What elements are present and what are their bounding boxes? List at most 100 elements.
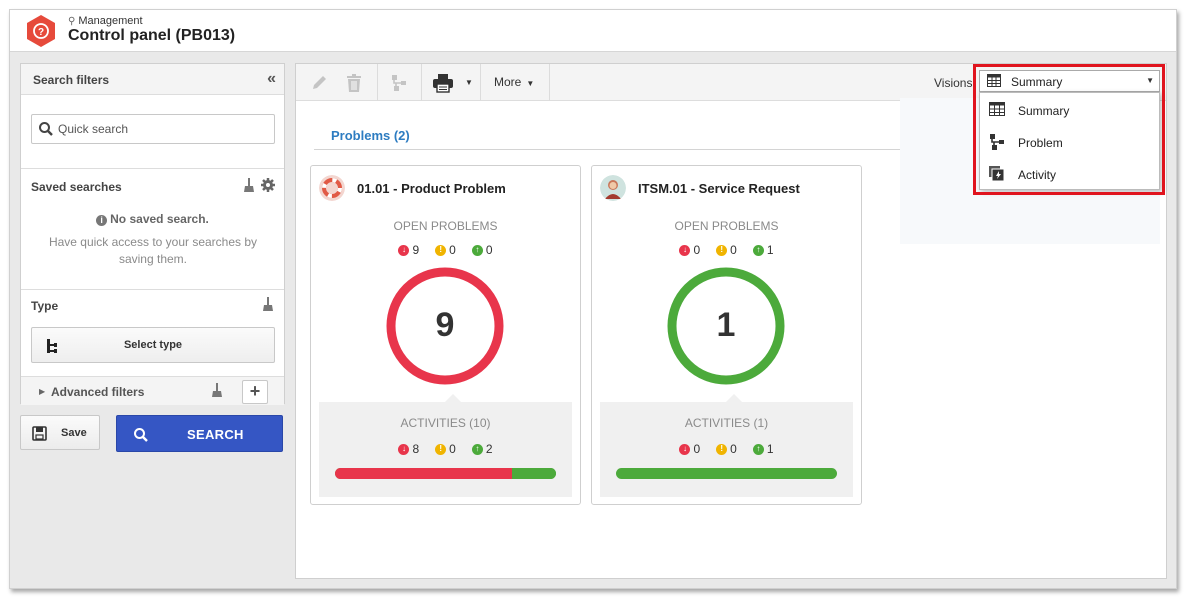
activities-box: ACTIVITIES (1) ↓ 0 ! 0 ↑ 1	[600, 394, 853, 497]
save-label: Save	[61, 427, 87, 439]
broom-icon[interactable]	[262, 296, 274, 312]
menu-item-activity[interactable]: Activity	[980, 158, 1159, 190]
select-type-label: Select type	[123, 339, 183, 351]
ontime-segment	[511, 468, 556, 479]
arrow-down-icon: ↓	[679, 244, 691, 256]
advanced-filters-label: Advanced filters	[51, 385, 145, 399]
edit-button[interactable]	[302, 64, 336, 101]
svg-text:?: ?	[38, 27, 44, 38]
select-type-button[interactable]: Select type	[31, 327, 275, 363]
printer-icon	[433, 73, 453, 93]
activities-box: ACTIVITIES (10) ↓ 8 ! 0 ↑ 2	[319, 394, 572, 497]
warning-count-value: 0	[730, 243, 737, 257]
warning-count-value: 0	[730, 442, 737, 456]
warning-count-value: 0	[449, 243, 456, 257]
problem-card[interactable]: 01.01 - Product Problem OPEN PROBLEMS ↓ 9…	[310, 165, 581, 505]
open-problems-counts: ↓ 0 ! 0 ↑ 1	[592, 243, 861, 257]
table-icon	[987, 74, 1001, 87]
total-count: 1	[716, 306, 736, 344]
tab-problems[interactable]: Problems (2)	[331, 128, 410, 143]
search-icon	[39, 122, 53, 136]
late-count: ↓ 0	[679, 442, 700, 456]
activities-counts: ↓ 8 ! 0 ↑ 2	[319, 442, 572, 456]
workflow-icon	[990, 134, 1004, 150]
warning-count: ! 0	[435, 442, 456, 456]
open-problems-counts: ↓ 9 ! 0 ↑ 0	[311, 243, 580, 257]
search-filters-panel: Search filters « Saved searches	[20, 63, 285, 405]
total-ring	[386, 267, 504, 385]
exclamation-icon: !	[716, 443, 728, 455]
delete-button[interactable]	[337, 64, 371, 101]
no-saved-search-description: Have quick access to your searches by sa…	[48, 235, 258, 266]
app-header: ? ⚲ Management Control panel (PB013)	[10, 10, 1176, 52]
total-ring	[667, 267, 785, 385]
warning-count: ! 0	[716, 243, 737, 257]
activities-progress-bar	[335, 468, 556, 479]
saved-searches-title: Saved searches	[31, 180, 122, 194]
search-icon	[134, 428, 148, 442]
quick-search-field[interactable]	[31, 114, 275, 144]
card-title: 01.01 - Product Problem	[357, 181, 506, 196]
collapse-panel-icon[interactable]: «	[267, 70, 276, 87]
ring-circle	[386, 267, 504, 385]
workflow-button[interactable]	[382, 64, 416, 101]
exclamation-icon: !	[435, 244, 447, 256]
toolbar-separator	[480, 64, 481, 101]
question-hexagon-icon: ?	[27, 15, 55, 47]
highlight-box	[973, 64, 1165, 195]
toolbar-separator	[549, 64, 550, 101]
search-button[interactable]: SEARCH	[116, 415, 283, 452]
late-segment	[335, 468, 512, 479]
print-button[interactable]	[426, 64, 460, 101]
exclamation-icon: !	[716, 244, 728, 256]
late-count-value: 9	[412, 243, 420, 257]
more-menu-button[interactable]: More ▼	[494, 75, 534, 89]
ontime-count-value: 0	[485, 243, 493, 257]
search-label: SEARCH	[187, 427, 244, 442]
trash-icon	[347, 73, 361, 92]
chevron-down-icon: ▼	[526, 79, 535, 88]
menu-item-label: Activity	[1018, 168, 1057, 182]
save-button[interactable]: Save	[20, 415, 100, 450]
print-dropdown-caret-icon[interactable]: ▼	[465, 78, 473, 87]
activities-progress-bar	[616, 468, 837, 479]
chevron-down-icon: ▼	[1146, 76, 1154, 85]
user-avatar-icon	[600, 175, 626, 201]
visions-selected-label: Summary	[1011, 75, 1063, 89]
type-title: Type	[31, 299, 59, 313]
activities-label: ACTIVITIES (10)	[400, 416, 491, 430]
more-label: More	[494, 75, 522, 89]
late-count-value: 0	[693, 243, 701, 257]
search-filters-title: Search filters	[33, 73, 110, 87]
menu-item-summary[interactable]: Summary	[980, 94, 1159, 126]
broom-icon[interactable]	[211, 382, 223, 398]
main-content: ▼ More ▼ Visions: Problems (2) 01.01 - Pr…	[295, 63, 1167, 579]
advanced-filters-row[interactable]: ▶ Advanced filters +	[21, 376, 284, 405]
visions-dropdown-menu: Summary Problem Activity	[979, 92, 1160, 190]
toolbar-separator	[377, 64, 378, 101]
problem-card[interactable]: ITSM.01 - Service Request OPEN PROBLEMS …	[591, 165, 862, 505]
table-icon	[989, 102, 1005, 116]
arrow-up-icon: ↑	[471, 244, 483, 256]
ontime-count: ↑ 1	[752, 442, 774, 456]
add-filter-button[interactable]: +	[242, 380, 268, 404]
toolbar-separator	[421, 64, 422, 101]
divider	[21, 168, 284, 169]
ontime-count: ↑ 2	[471, 442, 493, 456]
late-count-value: 8	[412, 442, 420, 456]
visions-select[interactable]: Summary ▼	[979, 70, 1160, 92]
ontime-segment	[616, 468, 837, 479]
quick-search-input[interactable]	[58, 120, 268, 138]
activities-counts: ↓ 0 ! 0 ↑ 1	[600, 442, 853, 456]
chevron-right-icon: ▶	[39, 387, 46, 396]
breadcrumb-label: Management	[78, 15, 143, 27]
warning-count: ! 0	[716, 442, 737, 456]
gear-icon[interactable]	[260, 177, 276, 193]
menu-item-problem[interactable]: Problem	[980, 126, 1159, 158]
late-count-value: 0	[693, 442, 701, 456]
warning-count: ! 0	[435, 243, 456, 257]
menu-item-label: Summary	[1018, 104, 1070, 118]
page-title: Control panel (PB013)	[68, 27, 236, 44]
open-problems-label: OPEN PROBLEMS	[393, 219, 498, 233]
broom-icon[interactable]	[243, 177, 255, 193]
